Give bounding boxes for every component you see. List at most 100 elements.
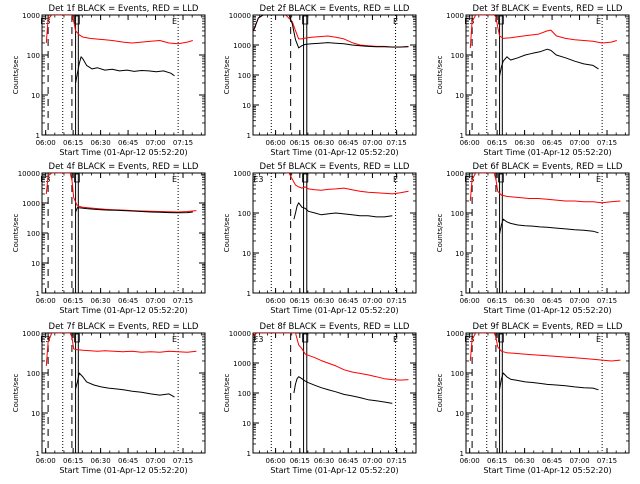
panel-det-1: Det 1f BLACK = Events, RED = LLD 1 10 100 10… [12, 4, 206, 157]
x-tick-label: 07:15 [597, 297, 617, 305]
x-axis-label: Start Time (01-Apr-12 05:52:20) [270, 306, 398, 315]
x-axis-label: Start Time (01-Apr-12 05:52:20) [483, 148, 611, 157]
x-tick-label: 06:15 [487, 139, 507, 147]
y-tick-label: 1 [247, 450, 251, 458]
y-tick-label: 10000 [229, 12, 251, 20]
x-tick-label: 06:00 [36, 139, 56, 147]
marker-label: E [393, 17, 398, 26]
y-tick-label: 100 [238, 210, 251, 218]
marker-box [302, 15, 309, 25]
y-tick-label: 10 [242, 420, 251, 428]
x-axis-label: Start Time (01-Apr-12 05:52:20) [483, 306, 611, 315]
lld-series-line [285, 173, 409, 195]
panel-det-5: Det 5f BLACK = Events, RED = LLD 1 10 100 10… [223, 162, 417, 315]
y-tick-label: 1 [36, 450, 40, 458]
panel-det-8: Det 8f BLACK = Events, RED = LLD 1 10 100 10… [223, 322, 417, 475]
panel-title: Det 6f BLACK = Events, RED = LLD [473, 162, 623, 172]
y-tick-label: 10 [455, 410, 464, 418]
y-tick-label: 10 [31, 92, 40, 100]
x-axis-label: Start Time (01-Apr-12 05:52:20) [270, 148, 398, 157]
x-axis-label: Start Time (01-Apr-12 05:52:20) [59, 466, 187, 475]
y-tick-label: 1000 [22, 200, 40, 208]
events-series-line [499, 372, 599, 391]
marker-label: E [393, 335, 398, 344]
y-tick-label: 10000 [18, 170, 40, 178]
marker-label: E3 [464, 335, 474, 344]
markers [270, 333, 397, 453]
y-tick-label: 1000 [446, 170, 464, 178]
x-tick-label: 07:00 [362, 457, 382, 465]
x-tick-label: 06:30 [91, 297, 111, 305]
y-tick-label: 10 [455, 92, 464, 100]
marker-label: E3 [40, 335, 50, 344]
x-axis-label: Start Time (01-Apr-12 05:52:20) [270, 466, 398, 475]
x-axis-label: Start Time (01-Apr-12 05:52:20) [59, 306, 187, 315]
lld-series-line [45, 333, 197, 367]
x-tick-label: 06:30 [314, 297, 334, 305]
events-series-line [499, 48, 599, 76]
y-tick-label: 100 [27, 52, 40, 60]
x-tick-label: 06:00 [36, 457, 56, 465]
panel-title: Det 5f BLACK = Events, RED = LLD [260, 162, 410, 172]
marker-label: E [596, 17, 601, 26]
panel-title: Det 1f BLACK = Events, RED = LLD [49, 4, 199, 14]
panel-title: Det 8f BLACK = Events, RED = LLD [260, 322, 410, 332]
marker-box [74, 333, 80, 343]
y-tick-label: 10 [242, 102, 251, 110]
y-tick-label: 1000 [22, 12, 40, 20]
lld-series-line [469, 333, 621, 362]
x-tick-label: 06:15 [63, 139, 83, 147]
marker-label: E [596, 335, 601, 344]
y-axis-label: Counts/sec [12, 214, 20, 253]
x-tick-label: 06:30 [515, 297, 535, 305]
marker-label: E [172, 17, 177, 26]
x-tick-label: 06:00 [266, 457, 286, 465]
x-tick-label: 06:15 [487, 297, 507, 305]
y-tick-label: 1000 [446, 330, 464, 338]
x-tick-label: 06:15 [290, 139, 310, 147]
marker-label: E3 [253, 335, 263, 344]
markers [471, 173, 603, 293]
plot-frame [41, 14, 206, 136]
x-tick-label: 07:15 [387, 457, 407, 465]
panel-title: Det 2f BLACK = Events, RED = LLD [260, 4, 410, 14]
markers [47, 173, 179, 293]
marker-label: E3 [464, 17, 474, 26]
x-tick-label: 07:00 [362, 139, 382, 147]
panel-det-4: Det 4f BLACK = Events, RED = LLD 1 10 100 10… [12, 162, 206, 315]
x-tick-label: 07:15 [173, 297, 193, 305]
markers [471, 15, 603, 135]
plot-frame [465, 172, 630, 294]
x-tick-label: 07:00 [145, 297, 165, 305]
events-series-line [293, 202, 393, 220]
marker-box [74, 173, 80, 183]
plot-frame [465, 332, 630, 454]
y-tick-label: 1 [460, 290, 464, 298]
y-tick-label: 1 [36, 290, 40, 298]
panel-title: Det 9f BLACK = Events, RED = LLD [473, 322, 623, 332]
plot-frame [41, 172, 206, 294]
y-axis-label: Counts/sec [436, 56, 444, 95]
events-series-line [75, 207, 193, 214]
plot-frame [252, 14, 417, 136]
y-tick-label: 1 [460, 132, 464, 140]
x-tick-label: 06:45 [542, 139, 562, 147]
x-tick-label: 07:15 [597, 139, 617, 147]
y-tick-label: 100 [451, 52, 464, 60]
x-tick-label: 07:00 [569, 457, 589, 465]
y-tick-label: 100 [27, 230, 40, 238]
x-tick-label: 06:45 [338, 139, 358, 147]
x-tick-label: 06:30 [314, 457, 334, 465]
events-series-line [499, 218, 599, 234]
x-tick-label: 07:15 [387, 297, 407, 305]
x-axis-label: Start Time (01-Apr-12 05:52:20) [483, 466, 611, 475]
markers [47, 333, 179, 453]
marker-label: E [393, 175, 398, 184]
y-axis-label: Counts/sec [436, 374, 444, 413]
lld-series-line [469, 173, 621, 204]
events-series-line [293, 376, 393, 404]
x-tick-label: 06:00 [266, 139, 286, 147]
x-tick-label: 06:45 [542, 457, 562, 465]
plot-frame [465, 14, 630, 136]
